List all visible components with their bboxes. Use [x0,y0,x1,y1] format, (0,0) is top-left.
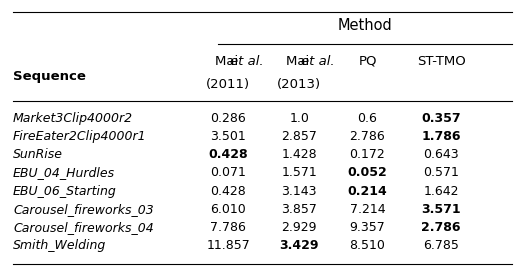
Text: 0.172: 0.172 [350,148,385,161]
Text: EBU_06_Starting: EBU_06_Starting [13,185,117,198]
Text: Market3Clip4000r2: Market3Clip4000r2 [13,112,133,125]
Text: 0.643: 0.643 [423,148,459,161]
Text: 1.428: 1.428 [281,148,317,161]
Text: Carousel_fireworks_04: Carousel_fireworks_04 [13,221,154,234]
Text: Mai: Mai [286,55,313,68]
Text: 1.0: 1.0 [289,112,309,125]
Text: PQ: PQ [358,55,377,68]
Text: 0.6: 0.6 [358,112,377,125]
Text: Mai: Mai [215,55,242,68]
Text: 6.010: 6.010 [211,203,246,216]
Text: 1.571: 1.571 [281,166,317,180]
Text: 3.857: 3.857 [281,203,317,216]
Text: (2011): (2011) [206,78,250,91]
Text: 0.428: 0.428 [211,185,246,198]
Text: et al.: et al. [230,55,264,68]
Text: ST-TMO: ST-TMO [417,55,465,68]
Text: (2013): (2013) [277,78,321,91]
Text: Smith_Welding: Smith_Welding [13,239,107,252]
Text: 0.071: 0.071 [211,166,246,180]
Text: Mai: Mai [0,271,1,272]
Text: Mai: Mai [0,271,1,272]
Text: 3.571: 3.571 [421,203,461,216]
Text: 0.571: 0.571 [423,166,459,180]
Text: 2.786: 2.786 [350,130,385,143]
Text: Carousel_fireworks_03: Carousel_fireworks_03 [13,203,154,216]
Text: 7.214: 7.214 [350,203,385,216]
Text: 8.510: 8.510 [350,239,385,252]
Text: 1.786: 1.786 [421,130,461,143]
Text: 11.857: 11.857 [206,239,250,252]
Text: 0.214: 0.214 [348,185,387,198]
Text: EBU_04_Hurdles: EBU_04_Hurdles [13,166,116,180]
Text: 0.052: 0.052 [348,166,387,180]
Text: 9.357: 9.357 [350,221,385,234]
Text: 0.357: 0.357 [421,112,461,125]
Text: 6.785: 6.785 [423,239,459,252]
Text: 7.786: 7.786 [211,221,246,234]
Text: et al.: et al. [301,55,334,68]
Text: 2.786: 2.786 [421,221,461,234]
Text: SunRise: SunRise [13,148,63,161]
Text: 2.929: 2.929 [281,221,317,234]
Text: 1.642: 1.642 [423,185,459,198]
Text: 3.143: 3.143 [281,185,317,198]
Text: 3.501: 3.501 [211,130,246,143]
Text: 2.857: 2.857 [281,130,317,143]
Text: 0.286: 0.286 [211,112,246,125]
Text: FireEater2Clip4000r1: FireEater2Clip4000r1 [13,130,147,143]
Text: 0.428: 0.428 [208,148,248,161]
Text: 3.429: 3.429 [279,239,319,252]
Text: Method: Method [338,18,392,33]
Text: Sequence: Sequence [13,70,86,83]
